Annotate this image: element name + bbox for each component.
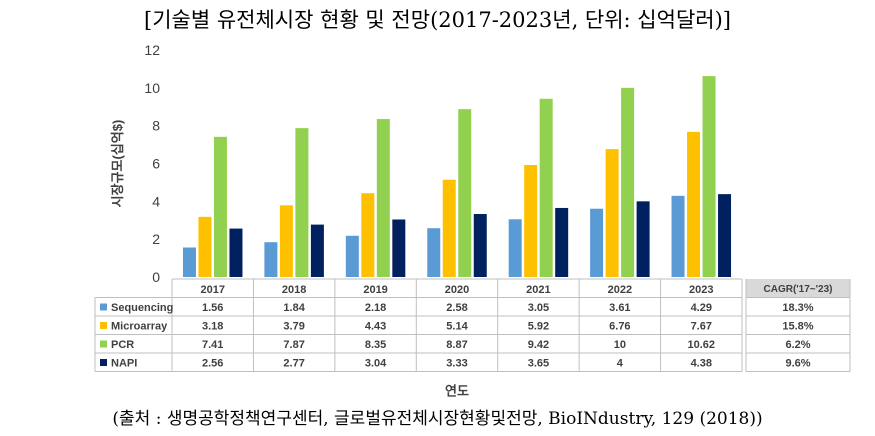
y-axis-title: 시장규모(십억$)	[110, 120, 125, 208]
bar-pcr-2020	[458, 109, 472, 277]
data-label: 3.05	[528, 302, 549, 314]
data-label: 5.92	[528, 321, 549, 333]
category-label: 2017	[200, 284, 224, 296]
bar-pcr-2018	[295, 128, 309, 277]
bar-microarray-2023	[687, 131, 701, 277]
bar-pcr-2021	[539, 98, 553, 278]
data-label: 5.14	[446, 321, 468, 333]
data-label: 8.35	[365, 339, 386, 351]
category-label: 2022	[608, 284, 632, 296]
data-label: 3.04	[365, 358, 387, 370]
bar-sequencing-2023	[671, 195, 685, 277]
category-label: 2021	[526, 284, 550, 296]
data-label: 1.84	[283, 302, 305, 314]
category-label: 2023	[689, 284, 713, 296]
legend-label-pcr: PCR	[111, 339, 134, 351]
legend-swatch-napi	[100, 359, 107, 366]
legend-swatch-pcr	[100, 340, 107, 348]
data-label: 4	[617, 358, 624, 370]
category-label: 2020	[445, 284, 469, 296]
data-label: 2.56	[202, 358, 223, 370]
bar-napi-2017	[229, 228, 243, 277]
cagr-header: CAGR('17~'23)	[764, 284, 833, 295]
data-label: 9.42	[528, 339, 549, 351]
bar-microarray-2019	[361, 193, 375, 277]
bar-chart: 0 2 4 6 8 10 12 시장규모(십억$) 2017 2018 2019 2020 2021 20…	[94, 42, 851, 399]
bar-napi-2019	[392, 219, 406, 277]
x-axis-title: 연도	[445, 384, 469, 399]
data-label: 4.38	[691, 358, 712, 370]
data-label: 3.61	[609, 302, 630, 314]
data-label: 3.18	[202, 321, 223, 333]
legend-label-microarray: Microarray	[111, 321, 168, 333]
data-label: 3.65	[528, 358, 549, 370]
bar-microarray-2018	[279, 205, 293, 277]
data-label: 4.29	[691, 302, 712, 314]
cagr-header-bg	[746, 279, 850, 298]
category-label: 2019	[363, 284, 387, 296]
data-label: 2.18	[365, 302, 386, 314]
bar-napi-2018	[310, 224, 324, 277]
legend-swatch-sequencing	[100, 303, 107, 311]
bar-napi-2021	[555, 207, 569, 277]
source-caption: (출처 : 생명공학정책연구센터, 글로벌유전체시장현황및전망, BioINdu…	[112, 409, 763, 429]
data-label: 7.41	[202, 339, 223, 351]
data-label: 10	[614, 339, 626, 351]
bar-pcr-2017	[213, 136, 227, 277]
data-label: 2.77	[283, 358, 304, 370]
legend-label-napi: NAPI	[111, 358, 137, 370]
data-label: 7.67	[691, 321, 712, 333]
y-tick-label: 2	[152, 231, 160, 247]
bar-pcr-2022	[621, 87, 635, 277]
y-tick-label: 4	[152, 193, 160, 209]
y-tick-label: 10	[144, 80, 160, 96]
legend-label-sequencing: Sequencing	[111, 302, 173, 314]
bar-microarray-2021	[524, 165, 538, 277]
data-label: 6.76	[609, 321, 630, 333]
y-tick-label: 12	[144, 42, 160, 58]
bar-pcr-2019	[376, 119, 390, 277]
bar-pcr-2023	[702, 76, 716, 277]
bar-microarray-2017	[198, 216, 212, 277]
bar-sequencing-2017	[182, 247, 196, 277]
data-label: 8.87	[446, 339, 467, 351]
y-tick-label: 6	[152, 156, 160, 172]
cagr-value-sequencing: 18.3%	[782, 302, 813, 314]
data-label: 10.62	[688, 339, 716, 351]
bar-sequencing-2021	[508, 219, 522, 277]
bar-sequencing-2020	[427, 228, 441, 277]
bar-microarray-2022	[605, 149, 619, 277]
data-label: 3.33	[446, 358, 467, 370]
data-label: 7.87	[283, 339, 304, 351]
cagr-value-pcr: 6.2%	[785, 339, 810, 351]
cagr-value-napi: 9.6%	[785, 358, 810, 370]
bar-sequencing-2022	[590, 208, 604, 277]
bar-sequencing-2019	[345, 235, 359, 277]
data-label: 4.43	[365, 321, 386, 333]
cagr-value-microarray: 15.8%	[782, 321, 813, 333]
legend-swatch-microarray	[100, 322, 107, 329]
y-tick-label: 0	[152, 269, 160, 285]
data-label: 1.56	[202, 302, 223, 314]
bar-sequencing-2018	[264, 242, 278, 277]
chart-title: [기술별 유전체시장 현황 및 전망(2017-2023년, 단위: 십억달러)…	[144, 8, 731, 32]
data-label: 3.79	[283, 321, 304, 333]
bar-napi-2020	[473, 214, 487, 277]
bar-napi-2023	[718, 194, 732, 277]
bar-microarray-2020	[442, 179, 456, 277]
bar-napi-2022	[636, 201, 650, 277]
data-label: 2.58	[446, 302, 467, 314]
category-label: 2018	[282, 284, 306, 296]
y-tick-label: 8	[152, 118, 160, 134]
